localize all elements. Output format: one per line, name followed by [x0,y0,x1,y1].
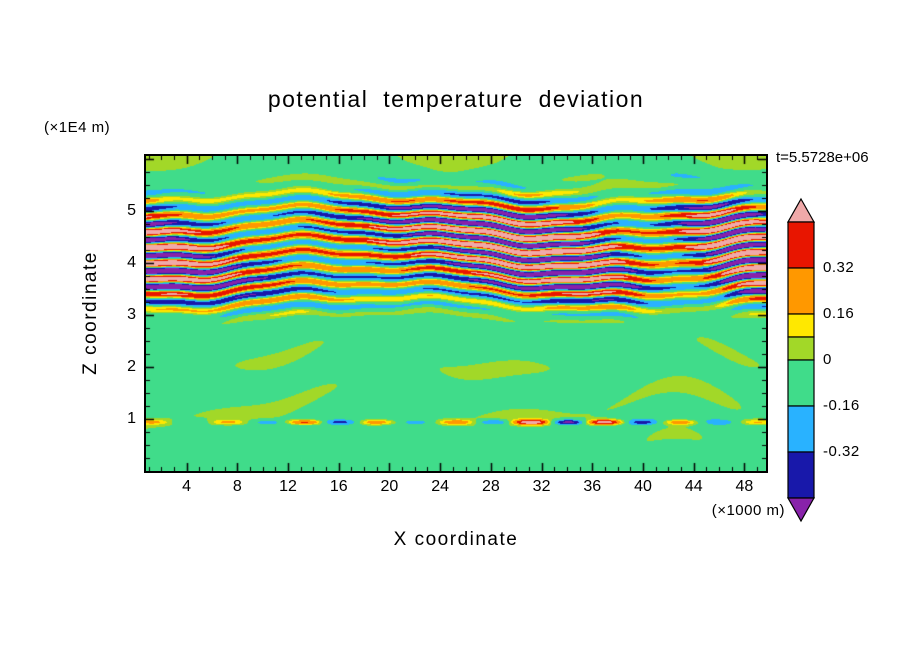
x-tick-label: 12 [279,478,297,495]
colorbar-band [787,405,815,453]
colorbar-label: 0.32 [823,259,854,276]
heatmap-canvas [146,156,766,471]
y-tick-label: 5 [127,201,136,219]
colorbar-label: -0.32 [823,443,860,460]
colorbar-band [787,313,815,338]
x-tick-label: 32 [532,478,551,495]
y-tick-label: 2 [127,357,136,375]
colorbar-over-arrow [787,197,816,223]
colorbar-label: 0.16 [823,305,854,322]
x-tick-label: 4 [182,478,192,495]
x-tick-label: 48 [735,478,754,495]
x-tick-label: 24 [431,478,450,495]
x-tick-label: 40 [634,478,652,495]
x-tick-label: 44 [684,478,703,495]
x-tick-label: 36 [583,478,602,495]
y-axis-unit-label: (×1E4 m) [44,119,111,136]
colorbar-band [787,267,815,315]
colorbar: 0.32 0.16 0 -0.16 -0.32 [787,197,860,523]
x-tick-label: 8 [232,478,242,495]
y-tick-label: 4 [127,253,136,271]
plot-area [144,154,768,473]
colorbar-band [787,336,815,361]
colorbar-label: -0.16 [823,397,860,414]
colorbar-band [787,359,815,407]
plot-title: potential temperature deviation [267,86,645,112]
x-tick-label: 16 [329,478,348,495]
y-tick-label: 3 [127,305,136,323]
x-axis-unit-label: (×1000 m) [711,502,785,519]
colorbar-band [787,221,815,269]
time-label: t=5.5728e+06 [776,149,869,166]
colorbar-under-arrow [787,497,816,523]
x-axis-label: X coordinate [393,529,519,550]
colorbar-label: 0 [823,351,832,368]
x-tick-label: 20 [380,478,399,495]
colorbar-band [787,451,815,499]
x-tick-label: 28 [481,478,500,495]
y-tick-label: 1 [127,409,136,427]
